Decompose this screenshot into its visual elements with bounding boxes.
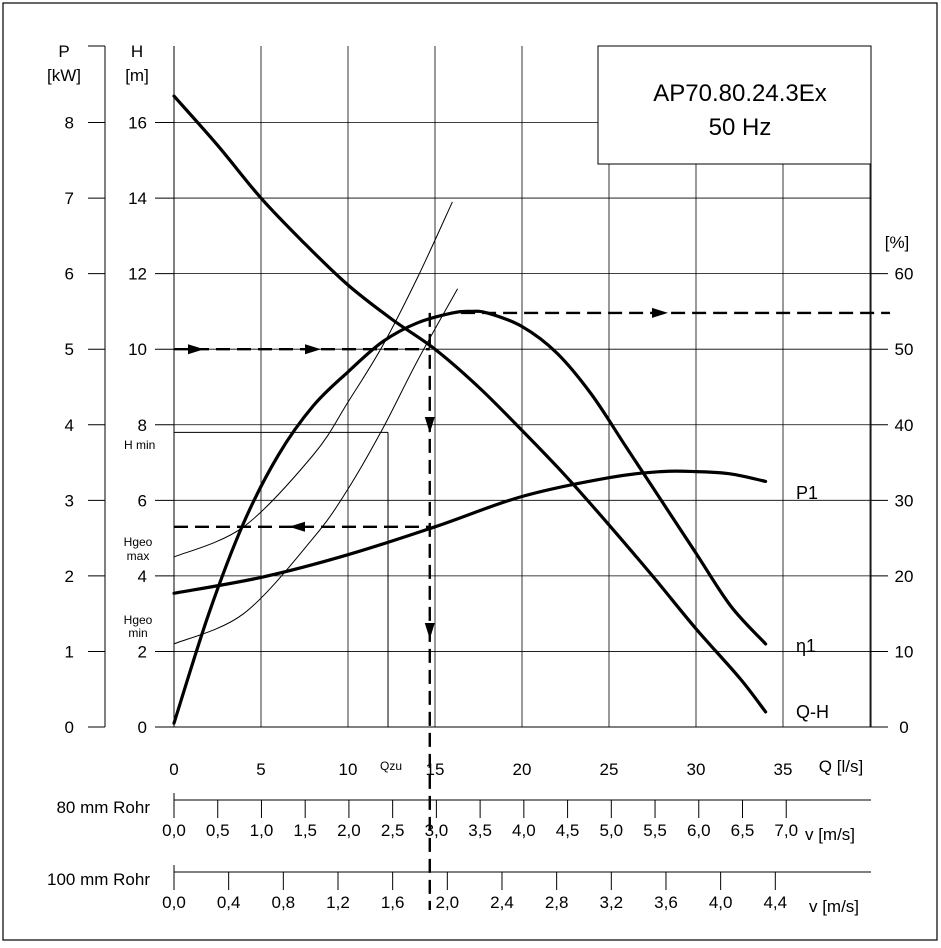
pipe-tick-label: 2,5 <box>381 821 405 840</box>
pipe-tick-label: 3,5 <box>468 821 492 840</box>
pipe-tick-label: 0,0 <box>162 821 186 840</box>
pipe-tick-label: 1,0 <box>250 821 274 840</box>
pipe-tick-label: 3,6 <box>654 893 678 912</box>
pipe-tick-label: 2,0 <box>337 821 361 840</box>
pipe-tick-label: 7,0 <box>774 821 798 840</box>
power-tick-label: 6 <box>65 265 74 284</box>
arrow-eta <box>652 307 668 318</box>
hgeo-max-label-1: Hgeo <box>124 535 153 549</box>
pipe-tick-label: 0,8 <box>272 893 296 912</box>
head-tick-label: 2 <box>138 642 147 661</box>
efficiency-tick-label: 60 <box>895 265 914 284</box>
pipe-tick-label: 4,5 <box>556 821 580 840</box>
head-tick-label: 10 <box>128 340 147 359</box>
pipe-100-unit: v [m/s] <box>809 897 859 916</box>
head-tick-label: 6 <box>138 491 147 510</box>
power-tick-label: 1 <box>65 642 74 661</box>
series-curve-head <box>172 94 768 714</box>
pipe-80-unit: v [m/s] <box>805 825 855 844</box>
power-tick-label: 4 <box>65 416 74 435</box>
power-tick-label: 2 <box>65 567 74 586</box>
head-tick-label: 12 <box>128 265 147 284</box>
hmin-label: H min <box>124 438 155 452</box>
hgeo-min-label-2: min <box>128 626 147 640</box>
power-axis-unit: [kW] <box>47 66 81 85</box>
head-axis-unit: [m] <box>125 66 149 85</box>
pipe-tick-label: 2,0 <box>435 893 459 912</box>
hgeo-min-label-1: Hgeo <box>124 613 153 627</box>
head-tick-label: 14 <box>128 189 147 208</box>
x-tick-label: 15 <box>426 760 445 779</box>
label-qh: Q-H <box>796 702 829 722</box>
x-tick-label: 5 <box>256 760 265 779</box>
efficiency-tick-label: 10 <box>895 642 914 661</box>
efficiency-axis-unit: [%] <box>885 233 910 252</box>
head-axis-label: H <box>131 42 143 61</box>
chart-title: AP70.80.24.3Ex <box>653 80 826 107</box>
x-tick-label: 30 <box>687 760 706 779</box>
head-tick-label: 8 <box>138 416 147 435</box>
power-tick-label: 8 <box>65 114 74 133</box>
pipe-tick-label: 3,0 <box>425 821 449 840</box>
pipe-100-label: 100 mm Rohr <box>47 870 150 889</box>
arrow-down-1 <box>424 417 435 433</box>
system-curve <box>173 288 459 645</box>
x-tick-label: 0 <box>169 760 178 779</box>
x-tick-label: 10 <box>339 760 358 779</box>
efficiency-tick-label: 30 <box>895 491 914 510</box>
pipe-tick-label: 4,0 <box>512 821 536 840</box>
efficiency-tick-label: 40 <box>895 416 914 435</box>
x-tick-label: 20 <box>513 760 532 779</box>
title-box <box>597 45 872 165</box>
pipe-tick-label: 1,6 <box>381 893 405 912</box>
head-tick-label: 0 <box>138 718 147 737</box>
power-tick-label: 7 <box>65 189 74 208</box>
x-axis-label: Q [l/s] <box>819 757 863 776</box>
qzu-label: Qzu <box>380 759 402 773</box>
pipe-tick-label: 0,4 <box>217 893 241 912</box>
arrow-head-1 <box>188 344 204 355</box>
series-curve-power <box>172 469 768 595</box>
head-tick-label: 16 <box>128 114 147 133</box>
power-axis-label: P <box>58 42 69 61</box>
x-tick-label: 35 <box>774 760 793 779</box>
pipe-80-label: 80 mm Rohr <box>56 798 150 817</box>
pipe-tick-label: 4,0 <box>709 893 733 912</box>
power-tick-label: 0 <box>65 718 74 737</box>
pipe-tick-label: 6,0 <box>687 821 711 840</box>
efficiency-tick-label: 20 <box>895 567 914 586</box>
pipe-tick-label: 1,2 <box>326 893 350 912</box>
efficiency-tick-label: 0 <box>899 718 908 737</box>
pipe-tick-label: 2,8 <box>545 893 569 912</box>
head-tick-label: 4 <box>138 567 147 586</box>
label-eta1: η1 <box>796 636 816 656</box>
label-p1: P1 <box>796 483 818 503</box>
hgeo-max-label-2: max <box>127 549 150 563</box>
pipe-tick-label: 5,5 <box>643 821 667 840</box>
series-curve-efficiency <box>172 309 768 725</box>
pipe-tick-label: 3,2 <box>599 893 623 912</box>
x-tick-label: 25 <box>600 760 619 779</box>
pipe-tick-label: 0,0 <box>162 893 186 912</box>
power-tick-label: 5 <box>65 340 74 359</box>
pipe-tick-label: 6,5 <box>731 821 755 840</box>
efficiency-tick-label: 50 <box>895 340 914 359</box>
arrow-power <box>289 521 305 532</box>
pipe-tick-label: 2,4 <box>490 893 514 912</box>
pipe-tick-label: 0,5 <box>206 821 230 840</box>
power-tick-label: 3 <box>65 491 74 510</box>
pipe-tick-label: 4,4 <box>763 893 787 912</box>
arrow-head-2 <box>305 344 321 355</box>
pipe-tick-label: 5,0 <box>599 821 623 840</box>
chart-subtitle: 50 Hz <box>709 114 772 141</box>
pipe-tick-label: 1,5 <box>293 821 317 840</box>
arrow-down-2 <box>424 623 435 639</box>
